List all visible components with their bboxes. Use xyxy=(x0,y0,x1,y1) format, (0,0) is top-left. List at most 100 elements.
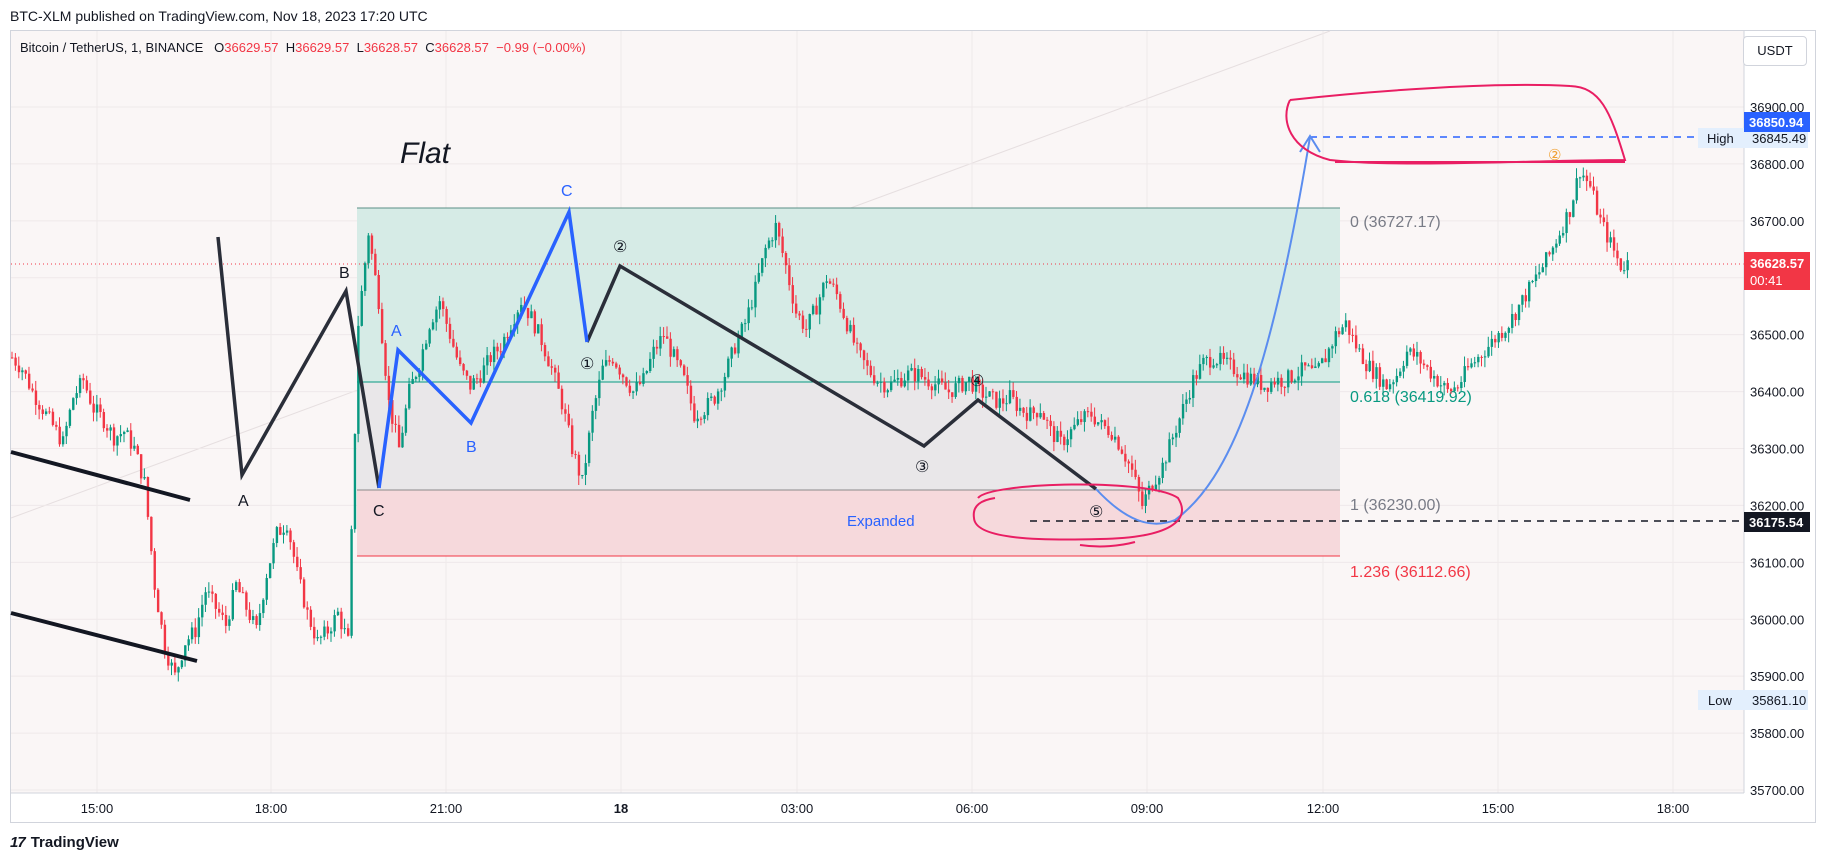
candle-body xyxy=(1351,334,1354,336)
price-tick-label: 36200.00 xyxy=(1750,498,1804,513)
candle-body xyxy=(957,377,961,384)
candle-body xyxy=(1375,367,1378,379)
symbol-name[interactable]: Bitcoin / TetherUS, 1, BINANCE xyxy=(20,40,204,55)
candle-body xyxy=(17,365,21,373)
candle-body xyxy=(570,425,574,455)
fib-label-0: 0 (36727.17) xyxy=(1350,214,1441,231)
candle-body xyxy=(526,307,530,319)
candle-body xyxy=(475,378,479,380)
candle-body xyxy=(1531,281,1534,283)
candle-body xyxy=(296,556,299,568)
highlight-circle-low xyxy=(972,483,1183,541)
candle-body xyxy=(815,305,818,315)
candle-body xyxy=(676,349,679,361)
candle-body xyxy=(1419,351,1422,364)
candle-body xyxy=(1538,272,1541,275)
candle-body xyxy=(1517,304,1521,321)
candle-body xyxy=(143,477,146,479)
candle-body xyxy=(146,477,150,517)
candle-body xyxy=(479,378,482,383)
candle-body xyxy=(710,396,713,399)
candle-body xyxy=(1416,351,1419,357)
candle-body xyxy=(601,365,604,380)
candle-body xyxy=(547,356,550,367)
candle-body xyxy=(1093,416,1097,425)
candle-body xyxy=(1185,399,1188,404)
candle-body xyxy=(153,551,156,590)
candle-body xyxy=(455,346,458,358)
candle-body xyxy=(333,615,336,632)
candle-body xyxy=(1480,356,1483,358)
candle-body xyxy=(757,272,761,282)
candle-body xyxy=(998,398,1001,408)
price-tick-label: 36500.00 xyxy=(1750,328,1804,343)
candle-body xyxy=(1558,235,1561,244)
candle-body xyxy=(1544,252,1548,268)
candle-body xyxy=(75,393,78,399)
candle-body xyxy=(72,398,75,410)
candle-body xyxy=(292,542,296,557)
candle-body xyxy=(1412,348,1416,357)
price-tick-label: 36900.00 xyxy=(1750,100,1804,115)
candle-body xyxy=(1253,373,1256,385)
level-price-tag xyxy=(1744,512,1810,532)
currency-button[interactable]: USDT xyxy=(1743,36,1807,66)
candle-body xyxy=(1086,411,1090,413)
candle-body xyxy=(218,608,221,613)
low-tag-value: 35861.10 xyxy=(1752,693,1806,708)
candle-body xyxy=(706,398,710,416)
candle-body xyxy=(234,582,238,591)
candle-body xyxy=(520,304,523,313)
candle-body xyxy=(767,240,771,248)
candle-body xyxy=(1012,390,1015,397)
candle-body xyxy=(357,325,360,434)
candle-body xyxy=(761,258,764,273)
candle-body xyxy=(896,378,900,380)
tradingview-brand[interactable]: 17 TradingView xyxy=(10,834,119,851)
candle-body xyxy=(672,349,676,357)
candle-body xyxy=(591,410,594,433)
candle-body xyxy=(265,577,268,600)
candle-body xyxy=(190,627,194,640)
candle-body xyxy=(774,222,777,241)
candle-body xyxy=(1487,346,1490,357)
candle-body xyxy=(696,418,699,422)
candle-body xyxy=(482,365,486,383)
candle-body xyxy=(411,378,414,384)
candle-body xyxy=(1025,412,1029,421)
candle-body xyxy=(394,423,397,425)
candle-body xyxy=(268,563,272,578)
time-tick-label: 12:00 xyxy=(1307,801,1340,816)
candle-body xyxy=(791,285,794,304)
candle-body xyxy=(598,379,601,399)
candle-body xyxy=(947,389,951,393)
candle-body xyxy=(82,378,85,381)
candle-body xyxy=(106,428,109,431)
candle-body xyxy=(1127,461,1130,464)
time-tick-label: 06:00 xyxy=(956,801,989,816)
candle-body xyxy=(781,236,784,253)
projection-curve xyxy=(1095,136,1311,525)
candle-body xyxy=(1022,407,1025,413)
candle-body xyxy=(703,415,706,420)
last-price-timer: 00:41 xyxy=(1750,273,1783,288)
candle-body xyxy=(1324,358,1327,363)
candle-body xyxy=(150,516,153,552)
candle-body xyxy=(1572,200,1575,217)
candle-body xyxy=(14,357,17,366)
chart-frame xyxy=(10,30,1816,823)
candle-body xyxy=(811,305,815,315)
candle-body xyxy=(1460,382,1463,389)
candle-body xyxy=(1042,413,1046,420)
candle-body xyxy=(713,396,716,404)
candle-body xyxy=(991,391,995,393)
candle-body xyxy=(716,391,720,404)
candle-body xyxy=(1327,348,1331,363)
candle-body xyxy=(78,378,82,394)
candle-body xyxy=(927,379,930,387)
candle-body xyxy=(937,378,940,385)
time-tick-label: 15:00 xyxy=(1482,801,1515,816)
candle-body xyxy=(1439,385,1443,387)
candle-body xyxy=(1511,313,1514,328)
